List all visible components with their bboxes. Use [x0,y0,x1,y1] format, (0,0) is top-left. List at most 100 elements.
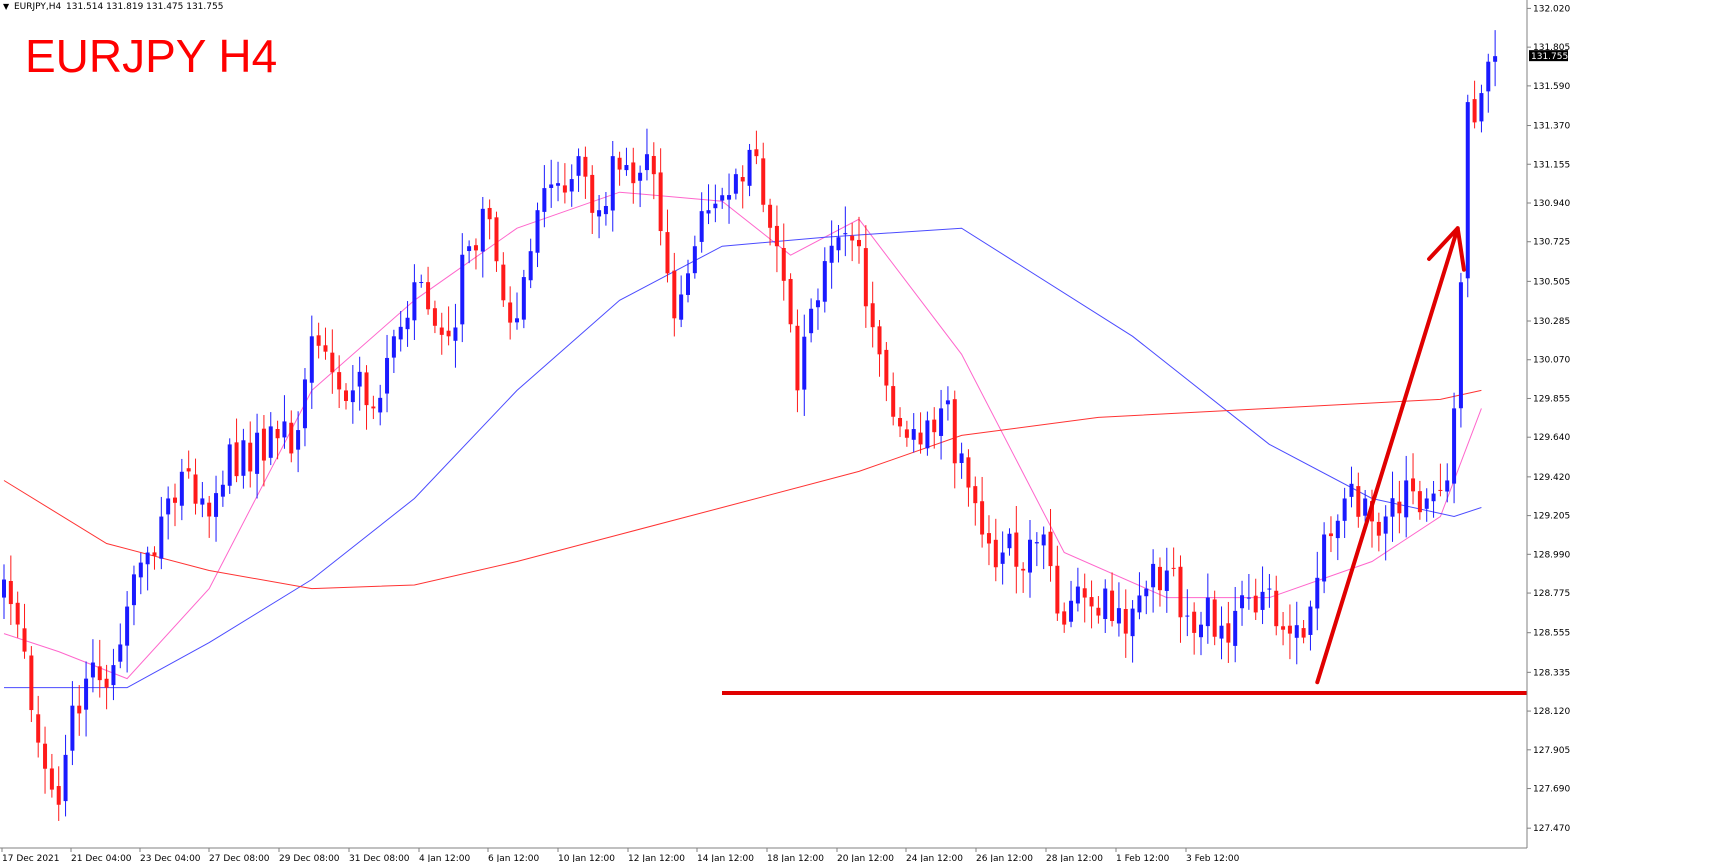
candle [371,395,376,420]
candle-body [1212,599,1217,637]
candle-body [644,154,649,171]
candle-body [1431,493,1436,502]
candle [207,495,212,538]
candle-body [1151,563,1156,588]
candle [590,165,595,234]
price-tick-label: 130.505 [1533,277,1570,287]
candle-body [1349,483,1354,497]
candle [8,555,13,625]
candle [1096,596,1101,624]
candle-body [1356,486,1361,517]
candle-body [357,371,362,387]
candle-body [1178,566,1183,618]
candle-body [173,497,177,503]
candle [1404,455,1409,538]
candle [583,146,588,199]
candle-body [631,162,636,184]
price-tick-label: 129.205 [1533,512,1570,522]
candle-body [84,678,89,710]
candle-body [679,294,684,320]
candle-body [1233,610,1238,646]
candle [528,238,533,289]
candle-body [296,430,301,450]
candle [1212,590,1217,646]
candle [1417,480,1422,520]
candle-body [323,345,328,352]
candle-body [795,325,800,391]
candle [1452,392,1457,504]
candle-body [501,264,506,301]
candle [891,372,896,426]
time-tick-label: 23 Dec 04:00 [140,854,201,862]
candle-body [802,336,807,390]
candle-body [111,665,116,686]
time-tick-label: 28 Jan 12:00 [1046,854,1103,862]
candle-body [8,581,13,605]
chart-menu-icon[interactable]: ▼ [3,2,10,11]
candle-body [699,211,704,242]
candle-body [781,247,786,281]
candle [1082,573,1087,623]
candle-body [884,349,889,386]
candle [610,140,615,232]
candle [323,327,328,360]
time-tick-label: 1 Feb 12:00 [1116,854,1170,862]
candle-body [227,444,232,486]
candle [1157,557,1162,607]
candle-body [508,302,513,323]
candle [1376,512,1381,552]
candle-body [1376,521,1381,536]
candle-body [214,493,219,517]
candle [1301,619,1306,644]
candle-body [850,235,855,241]
candle-body [651,155,656,175]
candle [768,198,773,246]
candle-body [282,421,287,438]
candle [1356,472,1361,528]
candle-body [788,278,793,325]
candle-body [145,552,150,565]
candle-body [1260,591,1265,610]
price-tick-label: 127.690 [1533,785,1570,795]
candle-body [104,678,109,688]
candle-body [706,210,711,214]
candle-body [1342,498,1347,521]
candle [658,148,663,246]
candle [1390,471,1395,542]
candle-body [22,628,27,652]
candle-body [439,327,444,335]
candle-body [220,484,225,497]
candle-body [569,179,574,192]
candle [419,274,424,288]
candle-body [733,174,738,194]
candle-body [1164,570,1169,591]
candle-body [870,303,875,328]
candle-body [405,317,410,330]
candle [904,420,909,447]
candle-body [289,422,294,454]
candle [980,476,985,548]
candle-body [480,208,485,252]
candle [556,161,561,202]
candle [1144,580,1149,615]
candle-body [1438,489,1443,491]
candle-body [542,188,547,212]
candle [1233,586,1238,663]
candle [1328,516,1333,553]
candle [97,639,102,698]
candle-body [1199,624,1203,638]
candle [1205,573,1210,644]
candle-body [863,248,868,307]
candle-body [36,714,41,743]
time-tick-label: 4 Jan 12:00 [419,854,471,862]
candle [275,420,280,460]
time-axis: 17 Dec 2021 21 Dec 04:00 23 Dec 04:00 27 De… [1,848,1240,862]
candle-body [255,432,260,474]
candle-body [815,300,820,308]
candle [508,286,513,340]
candle [309,315,314,409]
candle-body [993,539,998,568]
candle [29,646,34,723]
candle-body [1281,626,1286,630]
